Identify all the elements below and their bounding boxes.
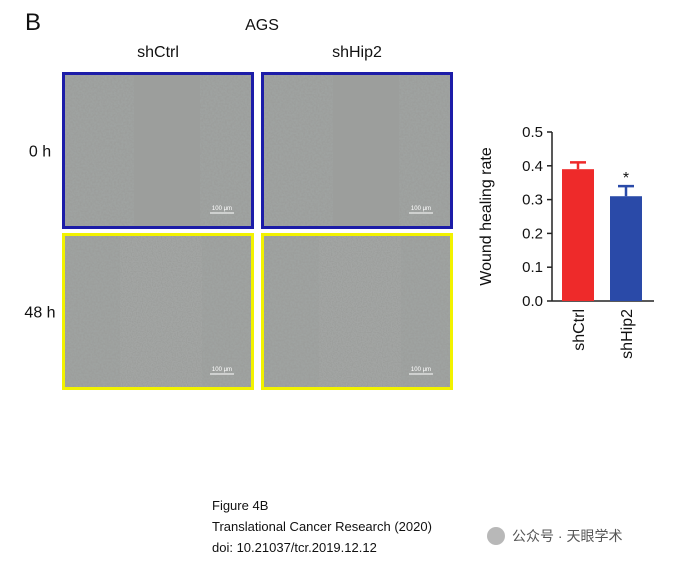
scale-bar-label: 100 μm [411, 367, 431, 373]
cell-line: AGS [245, 17, 279, 34]
x-tick-label: shHip2 [619, 309, 636, 359]
watermark-text: 公众号 · 天眼学术 [512, 528, 622, 544]
image-border [261, 72, 453, 229]
bar [562, 169, 594, 301]
y-axis-label: Wound healing rate [478, 147, 495, 286]
cell-region [319, 233, 401, 390]
cell-region [200, 72, 254, 229]
caption: Figure 4B Translational Cancer Research … [212, 498, 432, 555]
cell-region [202, 233, 254, 390]
y-tick-label: 0.0 [522, 293, 543, 310]
caption-line: Figure 4B [212, 498, 268, 513]
panel-label: B [25, 9, 41, 36]
y-tick-label: 0.1 [522, 259, 543, 276]
error-bar [570, 161, 586, 170]
y-tick-label: 0.5 [522, 124, 543, 141]
cell-region [399, 72, 453, 229]
column-label: shCtrl [137, 44, 179, 61]
error-bar [618, 184, 634, 197]
bar [610, 196, 642, 301]
image-border [62, 233, 254, 390]
row-label: 0 h [29, 144, 51, 161]
y-tick-label: 0.2 [522, 225, 543, 242]
row-label: 48 h [24, 305, 55, 322]
column-label: shHip2 [332, 44, 382, 61]
image-grid: shCtrl shHip2 0 h 100 μm 100 μm 48 h 100 μm 100… [24, 44, 453, 390]
scale-bar-label: 100 μm [212, 206, 232, 212]
cell-region [261, 233, 319, 390]
x-tick-label: shCtrl [571, 309, 588, 351]
scale-bar-label: 100 μm [212, 367, 232, 373]
y-tick-label: 0.3 [522, 192, 543, 209]
bar-chart: 0.0 0.1 0.2 0.3 0.4 0.5 Wound healing rate shCt… [478, 124, 654, 359]
scale-bar-label: 100 μm [411, 206, 431, 212]
significance-mark: * [623, 170, 629, 187]
cell-region [120, 233, 202, 390]
image-border [261, 233, 453, 390]
watermark-icon [487, 527, 505, 545]
cell-region [62, 72, 134, 229]
cell-region [261, 72, 333, 229]
cell-region [401, 233, 453, 390]
watermark: 公众号 · 天眼学术 [487, 527, 622, 545]
caption-line: Translational Cancer Research (2020) [212, 519, 432, 534]
image-border [62, 72, 254, 229]
y-tick-label: 0.4 [522, 158, 543, 175]
caption-line: doi: 10.21037/tcr.2019.12.12 [212, 540, 377, 555]
cell-region [62, 233, 120, 390]
